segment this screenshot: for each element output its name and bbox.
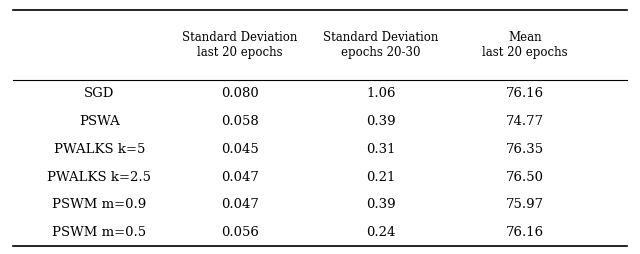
Text: Standard Deviation
last 20 epochs: Standard Deviation last 20 epochs — [182, 31, 298, 59]
Text: 1.06: 1.06 — [366, 87, 396, 100]
Text: PWALKS k=5: PWALKS k=5 — [54, 143, 145, 156]
Text: 0.047: 0.047 — [221, 198, 259, 211]
Text: 0.31: 0.31 — [366, 143, 396, 156]
Text: 76.16: 76.16 — [506, 87, 544, 100]
Text: 75.97: 75.97 — [506, 198, 544, 211]
Text: 0.39: 0.39 — [366, 198, 396, 211]
Text: Standard Deviation
epochs 20-30: Standard Deviation epochs 20-30 — [323, 31, 438, 59]
Text: 76.50: 76.50 — [506, 170, 544, 184]
Text: 0.056: 0.056 — [221, 226, 259, 239]
Text: 76.35: 76.35 — [506, 143, 544, 156]
Text: 0.21: 0.21 — [366, 170, 396, 184]
Text: 0.058: 0.058 — [221, 115, 259, 128]
Text: 0.045: 0.045 — [221, 143, 259, 156]
Text: SGD: SGD — [84, 87, 115, 100]
Text: 0.24: 0.24 — [366, 226, 396, 239]
Text: 74.77: 74.77 — [506, 115, 544, 128]
Text: PSWM m=0.5: PSWM m=0.5 — [52, 226, 147, 239]
Text: 76.16: 76.16 — [506, 226, 544, 239]
Text: 0.39: 0.39 — [366, 115, 396, 128]
Text: PSWM m=0.9: PSWM m=0.9 — [52, 198, 147, 211]
Text: PWALKS k=2.5: PWALKS k=2.5 — [47, 170, 151, 184]
Text: PSWA: PSWA — [79, 115, 120, 128]
Text: Mean
last 20 epochs: Mean last 20 epochs — [482, 31, 568, 59]
Text: 0.080: 0.080 — [221, 87, 259, 100]
Text: 0.047: 0.047 — [221, 170, 259, 184]
